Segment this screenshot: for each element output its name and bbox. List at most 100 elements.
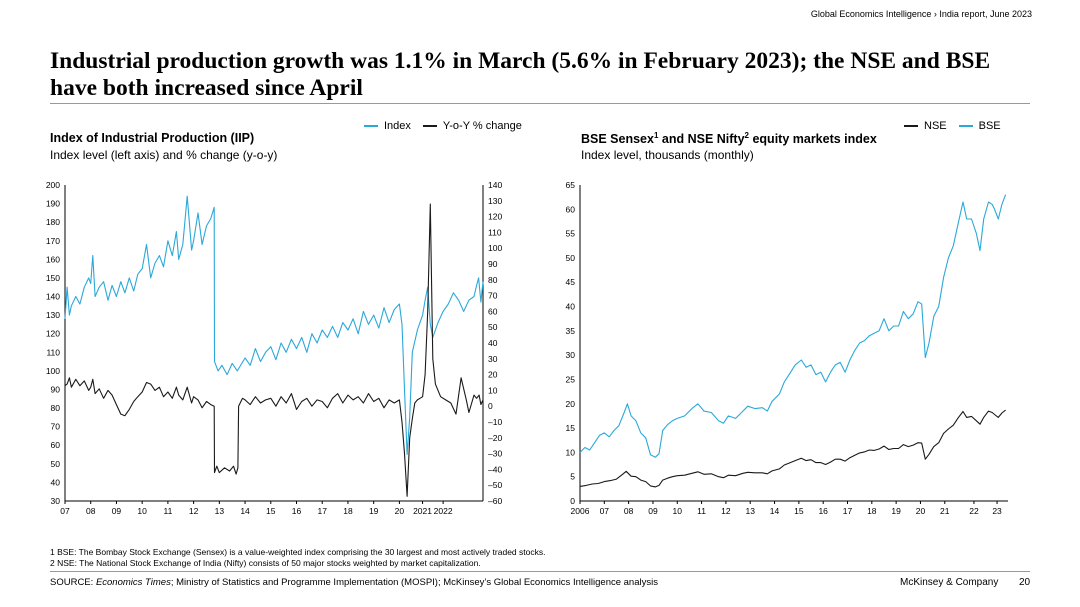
iip-left-tick-label: 180 [46, 217, 60, 227]
brand-name: McKinsey & Company [900, 577, 999, 588]
equity-chart-title: BSE Sensex1 and NSE Nifty2 equity market… [581, 131, 877, 146]
iip-left-tick-label: 90 [51, 384, 61, 394]
iip-x-tick-label: 09 [112, 506, 122, 516]
iip-right-tick-label: –60 [488, 496, 502, 506]
iip-left-tick-label: 40 [51, 477, 61, 487]
equity-y-tick-label: 25 [566, 374, 576, 384]
iip-x-tick-label: 2022 [434, 506, 453, 516]
equity-x-tick-label: 15 [794, 506, 804, 516]
equity-x-tick-label: 12 [721, 506, 731, 516]
iip-right-tick-label: –10 [488, 417, 502, 427]
iip-index-line [64, 195, 484, 456]
iip-right-tick-label: 100 [488, 243, 502, 253]
iip-right-tick-label: 70 [488, 291, 498, 301]
equity-x-tick-label: 08 [624, 506, 634, 516]
footnote-2: 2 NSE: The National Stock Exchange of In… [50, 558, 481, 568]
iip-left-tick-label: 200 [46, 180, 60, 190]
iip-left-tick-label: 60 [51, 440, 61, 450]
equity-x-tick-label: 21 [940, 506, 950, 516]
iip-left-tick-label: 70 [51, 422, 61, 432]
iip-left-tick-label: 110 [46, 347, 60, 357]
iip-chart-subtitle: Index level (left axis) and % change (y-… [50, 148, 278, 162]
equity-x-tick-label: 19 [891, 506, 901, 516]
title-divider [50, 103, 1030, 104]
iip-yoy-line [64, 203, 484, 497]
iip-left-tick-label: 140 [46, 292, 60, 302]
report-breadcrumb: Global Economics Intelligence › India re… [810, 9, 1032, 19]
iip-x-tick-label: 15 [266, 506, 276, 516]
iip-right-tick-label: –40 [488, 464, 502, 474]
iip-left-tick-label: 190 [46, 199, 60, 209]
iip-left-tick-label: 30 [51, 496, 61, 506]
iip-right-tick-label: 90 [488, 259, 498, 269]
equity-y-tick-label: 40 [566, 302, 576, 312]
iip-x-tick-label: 17 [317, 506, 327, 516]
iip-x-tick-label: 07 [60, 506, 70, 516]
legend-swatch-nse [904, 125, 918, 127]
iip-x-tick-label: 11 [163, 506, 172, 516]
nse-line [579, 409, 1006, 488]
equity-y-tick-label: 50 [566, 253, 576, 263]
legend-label-yoy: Y-o-Y % change [442, 120, 522, 132]
legend-swatch-yoy [422, 125, 437, 127]
iip-right-tick-label: 50 [488, 322, 498, 332]
equity-x-tick-label: 11 [697, 506, 706, 516]
iip-right-tick-label: –30 [488, 449, 502, 459]
source-publication: Economics Times [95, 577, 171, 588]
iip-left-tick-label: 150 [46, 273, 60, 283]
footnote-ref-1: 1 [653, 131, 659, 140]
equity-x-tick-label: 09 [648, 506, 658, 516]
iip-right-tick-label: –20 [488, 433, 502, 443]
equity-x-tick-label: 18 [867, 506, 877, 516]
equity-x-tick-label: 07 [600, 506, 610, 516]
equity-y-tick-label: 35 [566, 326, 576, 336]
iip-left-tick-label: 50 [51, 459, 61, 469]
iip-left-tick-label: 80 [51, 403, 61, 413]
iip-right-tick-label: 10 [488, 385, 498, 395]
iip-left-tick-label: 170 [46, 236, 60, 246]
iip-right-tick-label: 40 [488, 338, 498, 348]
equity-y-tick-label: 55 [566, 229, 576, 239]
equity-y-tick-label: 65 [566, 180, 576, 190]
title-part-rest: equity markets index [749, 132, 877, 147]
legend-label-nse: NSE [924, 120, 947, 132]
equity-y-tick-label: 5 [570, 472, 575, 482]
footer-divider [50, 571, 1030, 572]
source-label: SOURCE: [50, 577, 96, 588]
equity-legend: NSE BSE [904, 120, 1001, 132]
footnote-ref-2: 2 [744, 131, 749, 140]
iip-x-tick-label: 12 [189, 506, 199, 516]
equity-x-tick-label: 14 [770, 506, 780, 516]
equity-x-tick-label: 20 [916, 506, 926, 516]
iip-x-tick-label: 19 [369, 506, 379, 516]
equity-x-tick-label: 10 [673, 506, 683, 516]
equity-y-tick-label: 30 [566, 350, 576, 360]
iip-right-tick-label: 20 [488, 370, 498, 380]
iip-right-tick-label: 110 [488, 227, 502, 237]
iip-right-tick-label: 30 [488, 354, 498, 364]
iip-right-tick-label: –50 [488, 480, 502, 490]
iip-right-tick-label: 130 [488, 196, 502, 206]
iip-right-tick-label: 80 [488, 275, 498, 285]
iip-right-tick-label: 60 [488, 306, 498, 316]
title-part-nse: and NSE Nifty [658, 132, 745, 147]
equity-y-tick-label: 10 [566, 447, 576, 457]
equity-x-tick-label: 13 [745, 506, 755, 516]
iip-left-tick-label: 120 [46, 329, 60, 339]
equity-y-tick-label: 15 [566, 423, 576, 433]
equity-y-tick-label: 0 [570, 496, 575, 506]
legend-label-bse: BSE [978, 120, 1001, 132]
equity-y-tick-label: 20 [566, 399, 576, 409]
iip-x-tick-label: 08 [86, 506, 96, 516]
title-part-bse: BSE Sensex [581, 132, 654, 147]
iip-right-tick-label: 140 [488, 180, 502, 190]
legend-swatch-index [364, 125, 378, 127]
legend-swatch-bse [958, 125, 973, 127]
equity-y-tick-label: 60 [566, 204, 576, 214]
iip-x-tick-label: 20 [395, 506, 405, 516]
equity-y-tick-label: 45 [566, 277, 576, 287]
source-note: SOURCE: Economics Times; Ministry of Sta… [50, 577, 658, 588]
iip-chart-title: Index of Industrial Production (IIP) [50, 131, 255, 145]
equity-x-tick-label: 22 [969, 506, 979, 516]
